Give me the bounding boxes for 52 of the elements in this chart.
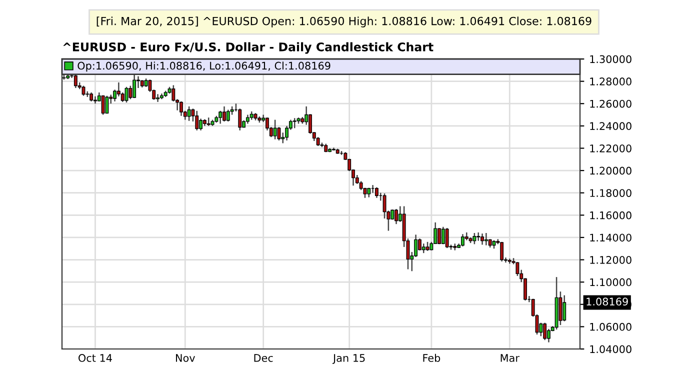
candlestick	[124, 86, 128, 104]
y-tick-label: 1.28000	[590, 78, 632, 86]
y-tick-label: 1.30000	[590, 55, 632, 64]
x-tick-label: Dec	[254, 354, 273, 362]
candlestick	[101, 94, 105, 116]
candlestick	[74, 73, 78, 89]
x-tick-label: Feb	[423, 354, 440, 362]
candlestick	[187, 106, 191, 122]
candlestick	[180, 100, 183, 117]
candlestick	[500, 241, 504, 262]
y-tick-label: 1.14000	[590, 234, 632, 242]
candlestick	[273, 119, 277, 140]
candlestick	[543, 322, 547, 341]
x-tick-label: Oct 14	[78, 354, 112, 362]
candlestick	[476, 232, 480, 242]
candlestick	[156, 94, 160, 103]
candlestick	[105, 95, 109, 114]
y-tick-label: 1.20000	[590, 166, 632, 175]
y-tick-label: 1.26000	[590, 100, 632, 108]
candlestick	[94, 96, 97, 104]
candlestick	[472, 232, 476, 245]
y-tick-label: 1.16000	[590, 211, 632, 220]
chart-subtitle: ^EURUSD - Euro Fx/U.S. Dollar - Daily Candlestick Chart	[63, 42, 434, 54]
candlestick	[195, 110, 199, 132]
candlestick	[562, 294, 566, 322]
candlestick	[445, 227, 449, 249]
text: 1.08169	[586, 298, 628, 306]
candlestick	[441, 226, 445, 245]
x-tick-label: Mar	[500, 354, 520, 362]
x-tick-label: Jan 15	[332, 354, 365, 364]
candlestick	[422, 242, 426, 254]
x-tick-label: Nov	[176, 354, 195, 362]
candlestick	[461, 233, 464, 248]
candlestick	[484, 232, 488, 246]
y-tick-label: 1.12000	[590, 256, 632, 264]
candlestick	[480, 232, 484, 246]
candlestick	[558, 290, 562, 326]
legend-label: Op:1.06590, Hi:1.08816, Lo:1.06491, Cl:1.08169	[78, 62, 330, 72]
candlestick	[374, 186, 378, 198]
y-tick-label: 1.24000	[590, 122, 632, 130]
y-tick-label: 1.18000	[590, 189, 632, 197]
y-tick-label: 1.04000	[590, 345, 632, 354]
chart-title: [Fri. Mar 20, 2015] ^EURUSD Open: 1.06590 High: 1.08816 Low: 1.06491 Close: 1.08169	[96, 16, 592, 28]
candlestick	[218, 110, 222, 124]
y-tick-label: 1.10000	[590, 278, 632, 286]
y-tick-label: 1.06000	[590, 322, 632, 331]
y-tick-label: 1.22000	[590, 144, 632, 152]
candlestick	[222, 106, 226, 122]
candlestick	[199, 118, 203, 132]
candlestick	[394, 208, 398, 225]
candlestick	[292, 117, 296, 129]
candlestick	[226, 109, 230, 122]
